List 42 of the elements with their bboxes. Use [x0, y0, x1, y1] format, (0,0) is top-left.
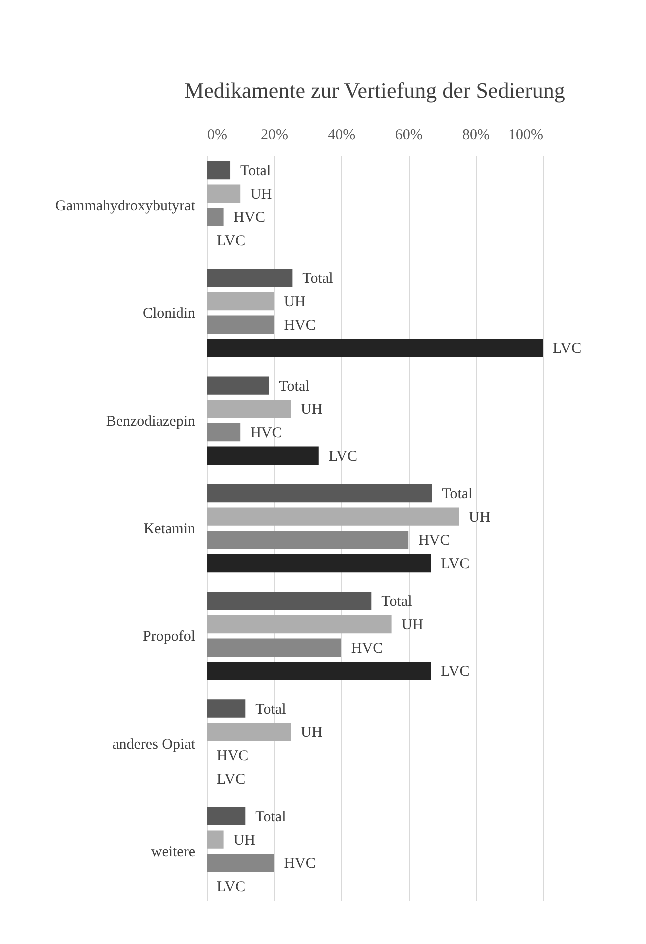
x-tick-label: 100%: [508, 128, 544, 144]
text: LVC: [217, 772, 246, 788]
x-tick-label: 40%: [328, 128, 356, 144]
text: UH: [301, 402, 323, 418]
text: HVC: [250, 426, 282, 442]
series-label: LVC: [553, 341, 582, 358]
text: Total: [279, 378, 310, 395]
text: HVC: [284, 318, 316, 334]
series-label: HVC: [234, 210, 266, 226]
text: UH: [301, 725, 323, 742]
y-tick-label: Gammahydroxybutyrat: [56, 198, 196, 215]
text: LVC: [217, 880, 246, 896]
series-label: UH: [250, 186, 272, 203]
text: LVC: [328, 448, 358, 465]
y-tick-label: Ketamin: [144, 522, 196, 538]
text: Total: [256, 809, 286, 826]
text: Total: [382, 594, 412, 610]
y-tick-label: anderes Opiat: [112, 736, 196, 753]
chart-title: Medikamente zur Vertiefung der Sedierung: [184, 78, 566, 103]
text: UH: [234, 832, 256, 849]
text: UH: [284, 294, 306, 311]
y-tick-label: Propofol: [143, 629, 196, 646]
series-label: Total: [240, 163, 272, 180]
text: HVC: [418, 533, 450, 550]
x-tick-label: 20%: [260, 128, 288, 144]
x-tick-label: 60%: [395, 128, 423, 144]
text: Total: [302, 271, 334, 288]
text: LVC: [441, 664, 470, 680]
text: LVC: [217, 234, 246, 250]
y-tick-label: Clonidin: [142, 306, 196, 322]
text: UH: [469, 510, 491, 526]
text: LVC: [441, 556, 470, 573]
x-tick-label: 80%: [462, 128, 490, 144]
text: Total: [442, 486, 473, 502]
text: UH: [402, 617, 424, 634]
text: HVC: [351, 640, 384, 657]
x-tick-label: 0%: [208, 128, 228, 144]
y-tick-label: Benzodiazepin: [106, 414, 196, 430]
text: HVC: [217, 748, 249, 764]
y-tick-label: weitere: [151, 844, 196, 860]
text: HVC: [284, 856, 316, 872]
text: Total: [256, 702, 286, 718]
